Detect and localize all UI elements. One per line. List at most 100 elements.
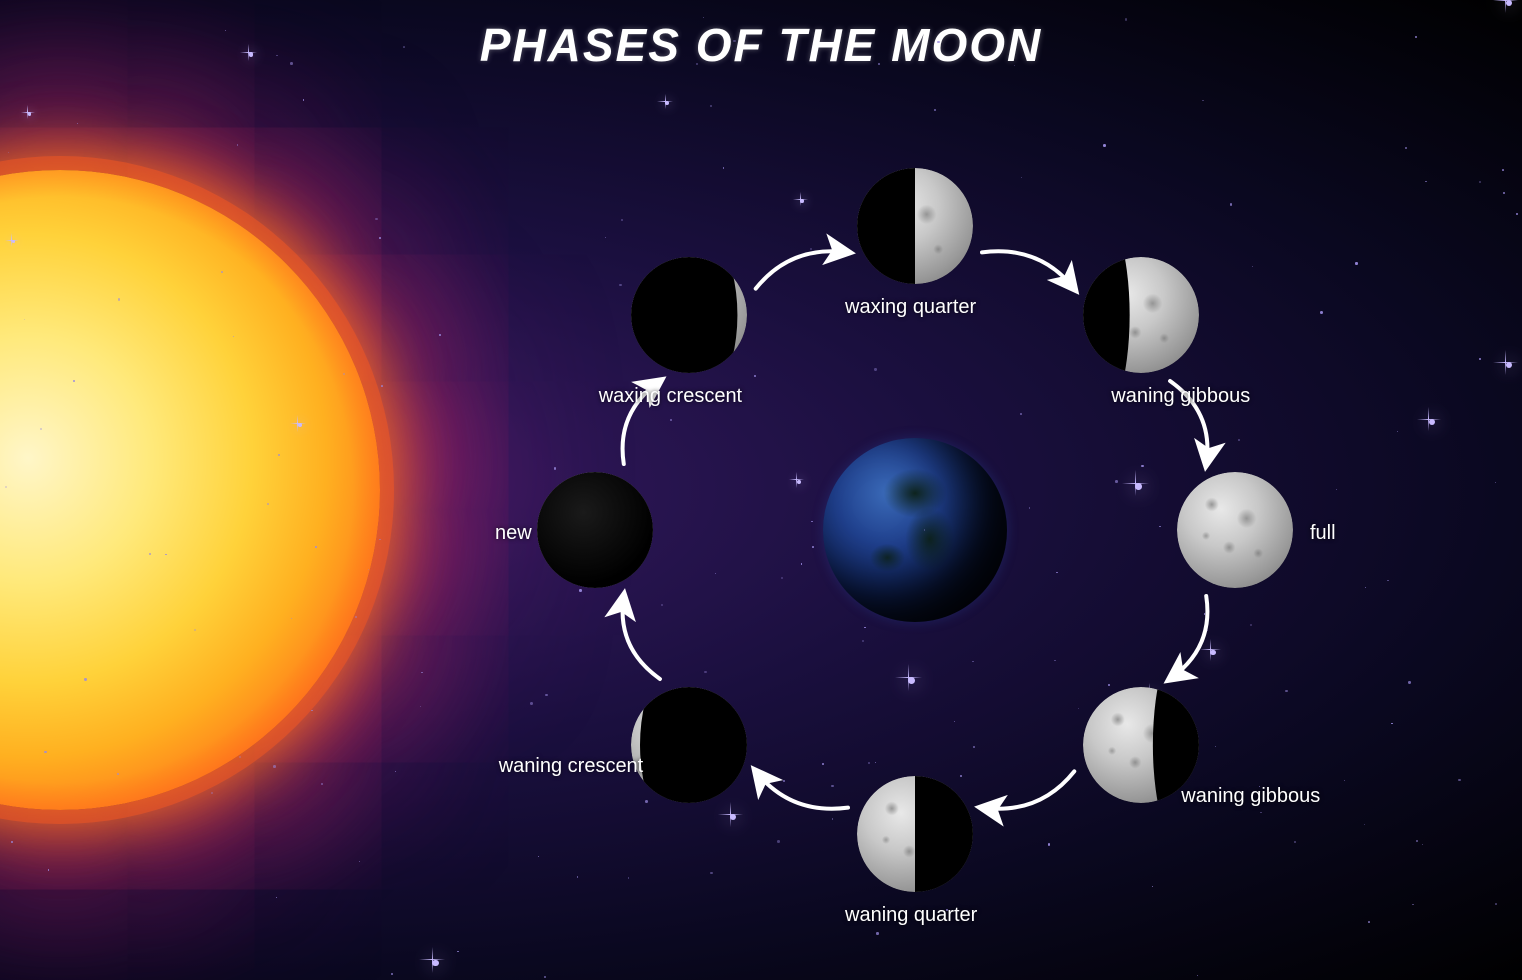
star <box>311 710 312 711</box>
star <box>1204 613 1205 614</box>
star <box>303 99 304 100</box>
star <box>1207 630 1208 631</box>
star <box>1355 262 1357 264</box>
arrow-waning-gibbous-to-waning-quarter <box>982 771 1074 808</box>
star <box>48 869 49 870</box>
star <box>812 546 814 548</box>
star <box>619 284 621 286</box>
star <box>211 792 213 794</box>
star <box>1202 100 1204 102</box>
label-waxing-crescent: waxing crescent <box>599 385 742 408</box>
star <box>1368 921 1370 923</box>
label-waxing-quarter: waxing quarter <box>845 296 976 319</box>
star <box>1405 147 1407 149</box>
star <box>538 856 539 857</box>
star <box>710 105 712 107</box>
star <box>1152 886 1153 887</box>
star <box>1020 413 1022 415</box>
label-full: full <box>1310 522 1336 545</box>
star <box>1503 192 1505 194</box>
moon-waning-quarter <box>857 776 973 892</box>
star <box>800 199 804 203</box>
label-waning-crescent: waning crescent <box>499 755 644 778</box>
star <box>554 467 556 469</box>
star <box>937 41 939 43</box>
star <box>290 62 293 65</box>
star <box>1412 904 1413 905</box>
star <box>1056 572 1058 574</box>
star <box>1260 812 1262 814</box>
star <box>1416 840 1418 842</box>
star <box>868 762 870 764</box>
star <box>1365 587 1366 588</box>
star <box>8 152 9 153</box>
star <box>864 627 865 628</box>
star <box>391 973 393 975</box>
star <box>321 783 323 785</box>
star <box>801 563 803 565</box>
star <box>628 877 630 879</box>
star <box>822 763 824 765</box>
star <box>670 419 673 422</box>
arrow-full-to-waning-gibbous <box>1170 596 1207 679</box>
star <box>432 960 439 967</box>
star <box>237 144 238 145</box>
star <box>1210 650 1215 655</box>
star <box>797 480 801 484</box>
arrow-waning-quarter-to-waning-crescent <box>756 771 848 808</box>
moon-new <box>537 472 653 588</box>
moon-waxing-gibbous <box>1083 257 1199 373</box>
star <box>781 577 783 579</box>
star <box>1458 779 1460 781</box>
star <box>733 40 736 43</box>
star <box>875 762 876 763</box>
star <box>118 298 120 300</box>
star <box>777 840 780 843</box>
star <box>605 237 606 238</box>
star <box>1397 431 1398 432</box>
star <box>579 589 582 592</box>
star <box>710 872 712 874</box>
star <box>661 604 663 606</box>
star <box>165 554 166 555</box>
star <box>368 569 369 570</box>
star <box>876 932 878 934</box>
star <box>715 573 716 574</box>
star <box>1387 580 1388 581</box>
star <box>908 677 915 684</box>
label-new: new <box>495 522 532 545</box>
star <box>934 109 936 111</box>
star <box>1502 169 1504 171</box>
star <box>84 678 86 680</box>
star <box>40 428 42 430</box>
star <box>1029 507 1031 509</box>
star <box>1250 624 1253 627</box>
star <box>545 694 548 697</box>
star <box>1495 903 1497 905</box>
star <box>421 672 422 673</box>
star <box>420 706 422 708</box>
star <box>28 112 31 115</box>
star <box>1408 681 1410 683</box>
star <box>696 63 697 64</box>
star <box>577 876 578 877</box>
star <box>530 702 533 705</box>
star <box>723 167 725 169</box>
page-title: PHASES OF THE MOON <box>0 18 1522 72</box>
moon-waning-crescent <box>631 687 747 803</box>
star <box>276 897 277 898</box>
star <box>811 521 812 522</box>
star <box>621 219 623 221</box>
star <box>754 375 757 378</box>
star <box>874 368 876 370</box>
star <box>1320 311 1323 314</box>
star <box>704 671 707 674</box>
star <box>24 319 25 320</box>
star <box>1506 362 1512 368</box>
star <box>379 539 380 540</box>
star <box>381 385 383 387</box>
star <box>1115 480 1118 483</box>
star <box>1479 358 1481 360</box>
star <box>1230 203 1232 205</box>
star <box>1495 482 1496 483</box>
